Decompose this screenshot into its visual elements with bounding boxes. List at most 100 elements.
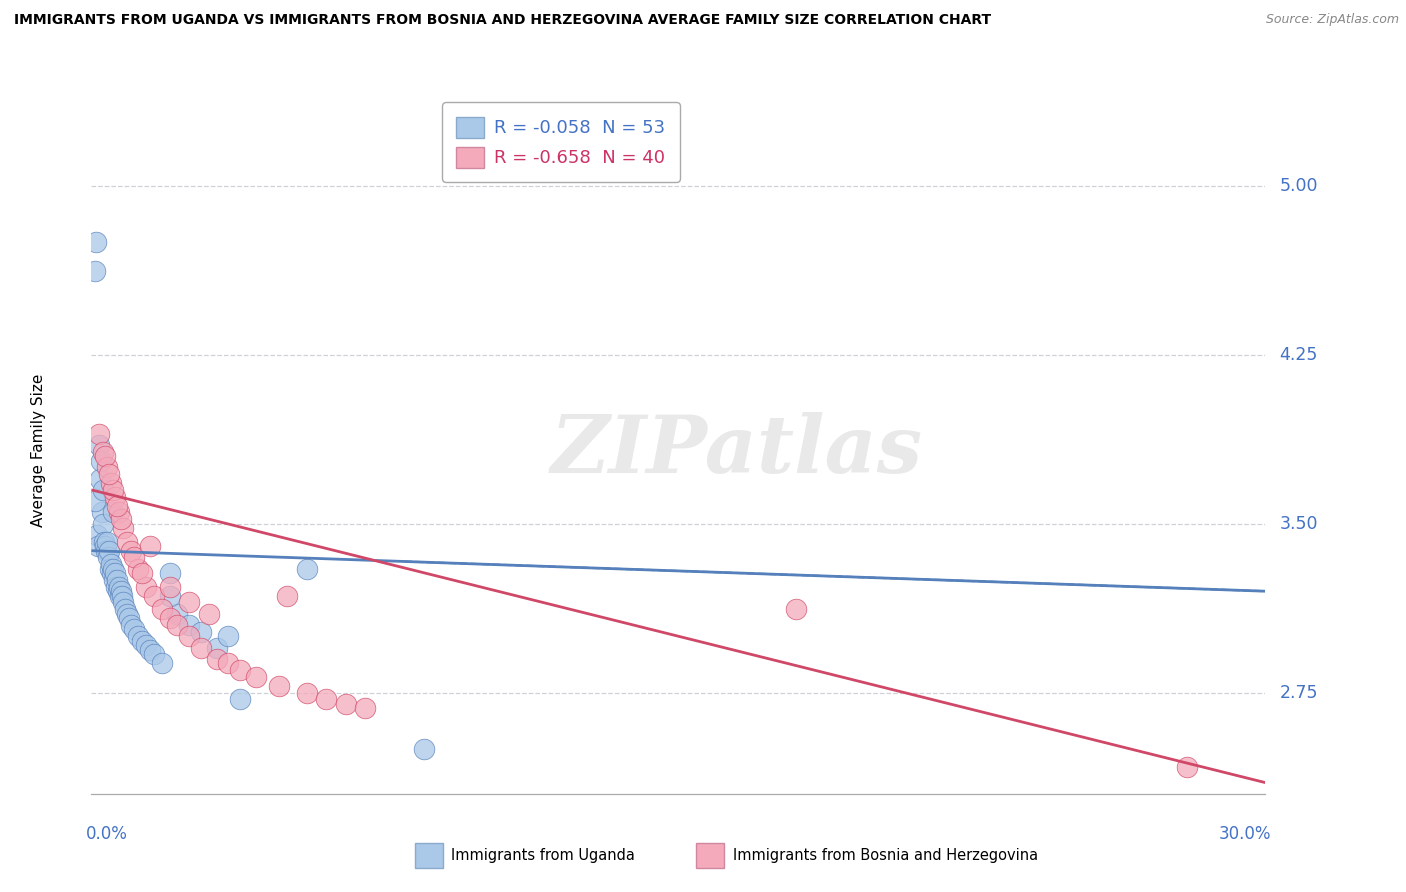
Point <box>91 444 114 458</box>
Point <box>98 467 121 482</box>
Point <box>139 642 162 657</box>
Point <box>127 629 149 643</box>
FancyBboxPatch shape <box>415 843 443 868</box>
Point <box>245 670 267 684</box>
Point <box>179 618 201 632</box>
Point <box>159 566 181 581</box>
Point <box>107 584 129 599</box>
Point <box>413 742 436 756</box>
Point <box>166 618 188 632</box>
Point <box>84 264 107 278</box>
Text: Source: ZipAtlas.com: Source: ZipAtlas.com <box>1265 13 1399 27</box>
Point <box>100 566 122 581</box>
Point <box>104 566 127 581</box>
Point <box>111 595 134 609</box>
Point <box>190 624 212 639</box>
Point <box>100 476 122 491</box>
Text: Average Family Size: Average Family Size <box>31 374 46 527</box>
Point <box>108 589 131 603</box>
Point <box>115 534 138 549</box>
Text: 4.25: 4.25 <box>1279 346 1317 364</box>
Point <box>114 602 136 616</box>
Point <box>131 566 153 581</box>
Point <box>159 580 181 594</box>
Point <box>150 657 173 671</box>
Legend: R = -0.058  N = 53, R = -0.658  N = 40: R = -0.058 N = 53, R = -0.658 N = 40 <box>441 103 681 182</box>
Point <box>354 701 377 715</box>
Point <box>295 685 318 699</box>
Point <box>96 534 118 549</box>
Point <box>107 580 129 594</box>
Point <box>135 580 157 594</box>
Point <box>150 602 173 616</box>
Point <box>101 562 124 576</box>
Point <box>110 584 132 599</box>
Point <box>143 647 166 661</box>
Point <box>84 235 107 249</box>
Point <box>110 512 132 526</box>
Point <box>159 589 181 603</box>
Point <box>166 607 188 621</box>
Point <box>111 521 134 535</box>
Point <box>87 539 110 553</box>
Point <box>229 663 252 677</box>
Point <box>120 618 142 632</box>
Point <box>131 633 153 648</box>
Text: 5.00: 5.00 <box>1279 177 1317 194</box>
Point <box>96 543 118 558</box>
Point <box>94 449 117 463</box>
Point <box>98 543 121 558</box>
Point <box>117 611 139 625</box>
Point <box>91 505 114 519</box>
Point <box>229 692 252 706</box>
Point <box>269 679 291 693</box>
Text: 2.75: 2.75 <box>1279 683 1317 701</box>
Point <box>101 505 124 519</box>
Point <box>190 640 212 655</box>
Point <box>115 607 138 621</box>
Point <box>96 460 118 475</box>
Point <box>101 483 124 497</box>
Point <box>159 611 181 625</box>
Point <box>89 472 111 486</box>
Point <box>127 562 149 576</box>
Point <box>335 697 357 711</box>
Point <box>217 657 239 671</box>
Point <box>93 534 115 549</box>
Point <box>90 453 112 467</box>
Point <box>124 623 146 637</box>
Point <box>276 589 298 603</box>
FancyBboxPatch shape <box>696 843 724 868</box>
Point <box>785 602 807 616</box>
Point <box>135 638 157 652</box>
Point <box>217 629 239 643</box>
Text: 3.50: 3.50 <box>1279 515 1317 533</box>
Point <box>179 595 201 609</box>
Point <box>120 543 142 558</box>
Point <box>197 607 219 621</box>
Text: 0.0%: 0.0% <box>86 825 128 843</box>
Point <box>205 640 228 655</box>
Point <box>105 499 128 513</box>
Point <box>315 692 337 706</box>
Point <box>100 557 122 571</box>
Point <box>105 573 128 587</box>
Text: Immigrants from Bosnia and Herzegovina: Immigrants from Bosnia and Herzegovina <box>733 848 1038 863</box>
Point <box>104 490 127 504</box>
Point <box>89 426 111 441</box>
Text: ZIPatlas: ZIPatlas <box>551 412 924 489</box>
Text: IMMIGRANTS FROM UGANDA VS IMMIGRANTS FROM BOSNIA AND HERZEGOVINA AVERAGE FAMILY : IMMIGRANTS FROM UGANDA VS IMMIGRANTS FRO… <box>14 13 991 28</box>
Point <box>98 562 121 576</box>
Point <box>103 573 125 587</box>
Point <box>89 438 111 452</box>
Point <box>104 580 127 594</box>
Text: Immigrants from Uganda: Immigrants from Uganda <box>451 848 636 863</box>
Point <box>91 516 114 531</box>
Point <box>94 539 117 553</box>
Point <box>86 528 108 542</box>
Point <box>295 562 318 576</box>
Point <box>83 494 105 508</box>
Point <box>107 505 129 519</box>
Text: 30.0%: 30.0% <box>1219 825 1271 843</box>
Point <box>139 539 162 553</box>
